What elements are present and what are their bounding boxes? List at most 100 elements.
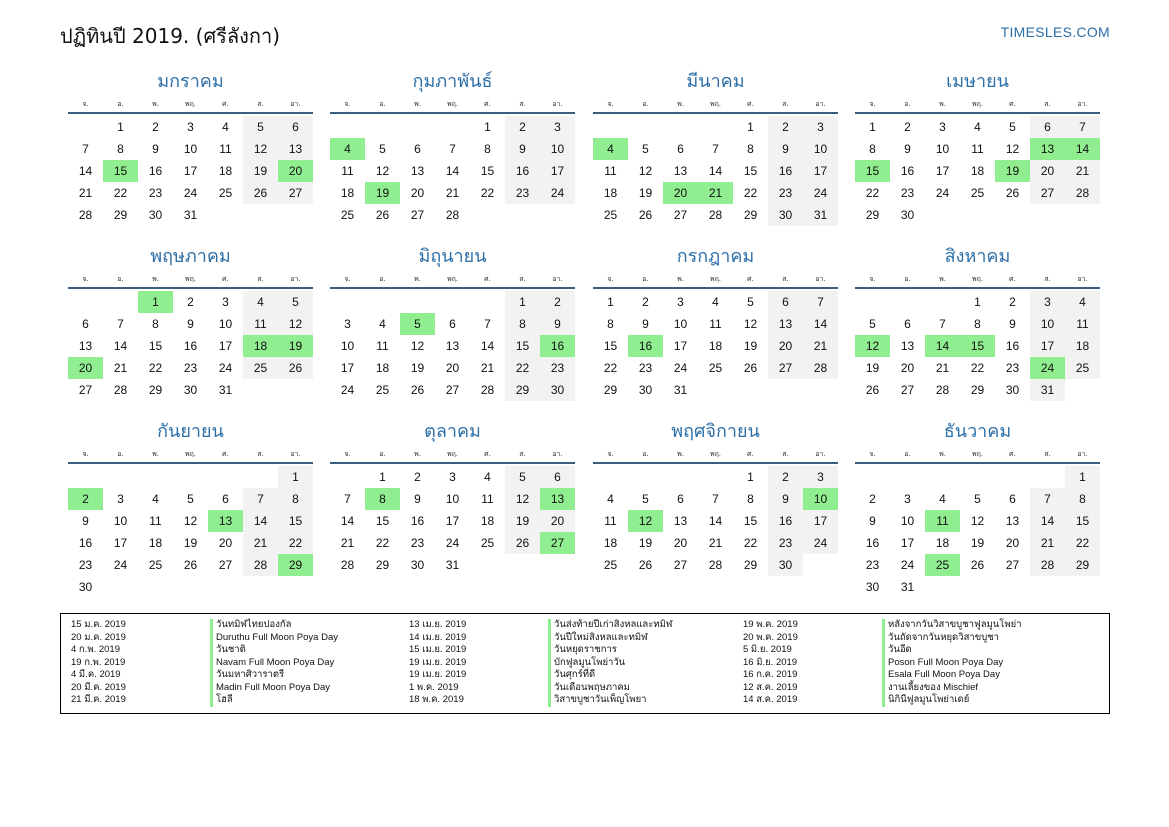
month-block: มีนาคม จ. อ. พ. พฤ. ศ. ส. อา. 1 2 3 4 5 6 7 8 9 10 11 12 13 1… (593, 70, 838, 226)
day-cell: 13 (900, 339, 915, 353)
day-cell: 30 (900, 208, 915, 222)
day-cell: 30 (540, 379, 575, 401)
day-cell: 14 (708, 164, 723, 178)
day-cell: 16 (768, 160, 803, 182)
day-cell: 14 (480, 339, 495, 353)
day-cell: 15 (148, 339, 163, 353)
day-cell: 13 (278, 138, 313, 160)
day-cell: 17 (540, 160, 575, 182)
day-cell: 3 (540, 116, 575, 138)
empty-cell (663, 116, 698, 138)
day-cell: 16 (628, 335, 663, 357)
day-cell: 15 (505, 335, 540, 357)
empty-cell (208, 204, 243, 226)
holiday-date: 20 พ.ค. 2019 (743, 631, 798, 643)
empty-cell (278, 576, 313, 598)
empty-cell (1065, 576, 1100, 598)
holiday-date: 20 มี.ค. 2019 (71, 681, 126, 693)
holiday-name: วันปีใหม่สิงหลและทมิฬ (548, 631, 648, 644)
brand-link[interactable]: TIMESLES.COM (1000, 24, 1110, 40)
day-cell: 8 (747, 492, 754, 506)
day-cell: 23 (540, 357, 575, 379)
month-name: มีนาคม (686, 71, 745, 92)
day-cell: 4 (243, 291, 278, 313)
day-cell: 12 (375, 164, 390, 178)
day-cell: 5 (869, 317, 876, 331)
weekday-label: พ. (152, 450, 159, 458)
day-cell: 7 (243, 488, 278, 510)
weekday-label: จ. (869, 450, 876, 458)
month-block: เมษายน จ. อ. พ. พฤ. ศ. ส. อา. 1 2 3 4 5 6 7 8 9 10 11 12 13 1… (855, 70, 1100, 226)
holiday-name: วันถัดจากวันหยุดวิสาขบูชา (882, 631, 999, 644)
page-title: ปฏิทินปี 2019. (ศรีลังกา) (60, 24, 281, 48)
weekday-label: ศ. (484, 275, 491, 283)
day-cell: 1 (974, 295, 981, 309)
day-cell: 1 (138, 291, 173, 313)
day-cell: 10 (673, 317, 688, 331)
weekday-label: อา. (552, 450, 563, 458)
empty-cell (768, 379, 803, 401)
day-cell: 21 (243, 532, 278, 554)
day-cell: 6 (1030, 116, 1065, 138)
weekday-header: จ. อ. พ. พฤ. ศ. ส. อา. (593, 271, 838, 289)
day-cell: 5 (505, 466, 540, 488)
day-cell: 29 (113, 208, 128, 222)
day-cell: 19 (638, 536, 653, 550)
weekday-label: พฤ. (971, 450, 984, 458)
day-cell: 4 (222, 120, 229, 134)
weekday-header: จ. อ. พ. พฤ. ศ. ส. อา. (68, 446, 313, 464)
day-cell: 6 (904, 317, 911, 331)
day-cell: 14 (340, 514, 355, 528)
weekday-label: จ. (82, 100, 89, 108)
day-cell: 6 (768, 291, 803, 313)
day-cell: 24 (445, 536, 460, 550)
day-cell: 18 (970, 164, 985, 178)
day-cell: 25 (925, 554, 960, 576)
weekday-label: ศ. (747, 450, 754, 458)
holiday-name: วิสาขบูชาวันเพ็ญโพยา (548, 694, 646, 707)
weekday-label: ส. (782, 275, 789, 283)
day-cell: 30 (1005, 383, 1020, 397)
empty-cell (330, 291, 365, 313)
day-cell: 23 (78, 558, 93, 572)
day-cell: 4 (607, 492, 614, 506)
day-cell: 27 (278, 182, 313, 204)
day-cell: 11 (1065, 313, 1100, 335)
day-cell: 18 (603, 536, 618, 550)
day-cell: 27 (410, 208, 425, 222)
day-cell: 29 (743, 208, 758, 222)
day-cell: 30 (410, 558, 425, 572)
day-cell: 5 (278, 291, 313, 313)
day-cell: 30 (768, 554, 803, 576)
day-cell: 23 (638, 361, 653, 375)
weekday-label: พฤ. (184, 100, 197, 108)
day-cell: 23 (900, 186, 915, 200)
day-cell: 9 (642, 317, 649, 331)
day-cell: 22 (1065, 532, 1100, 554)
weekday-label: อา. (1077, 275, 1088, 283)
weekday-label: พฤ. (184, 450, 197, 458)
day-cell: 25 (480, 536, 495, 550)
weekday-label: พ. (939, 100, 946, 108)
day-grid: 1 2 3 4 5 6 7 8 9 10 11 12 13 14 15 16 17 18 19 20 21 22 23 24 2… (855, 116, 1100, 226)
day-cell: 18 (375, 361, 390, 375)
day-cell: 4 (152, 492, 159, 506)
month-name: มกราคม (157, 71, 224, 92)
day-cell: 6 (414, 142, 421, 156)
day-cell: 26 (638, 558, 653, 572)
day-cell: 28 (113, 383, 128, 397)
holiday-name: นิกินีฟูลมูนโพย่าเดย์ (882, 694, 969, 707)
day-cell: 7 (803, 291, 838, 313)
day-cell: 12 (278, 313, 313, 335)
day-cell: 10 (445, 492, 460, 506)
weekday-label: พฤ. (709, 450, 722, 458)
day-cell: 8 (869, 142, 876, 156)
empty-cell (995, 576, 1030, 598)
holiday-date: 16 ก.ค. 2019 (743, 669, 798, 680)
empty-cell (68, 466, 103, 488)
day-cell: 11 (341, 164, 354, 178)
day-cell: 8 (505, 313, 540, 335)
day-cell: 13 (410, 164, 425, 178)
day-cell: 23 (865, 558, 880, 572)
day-cell: 2 (904, 120, 911, 134)
